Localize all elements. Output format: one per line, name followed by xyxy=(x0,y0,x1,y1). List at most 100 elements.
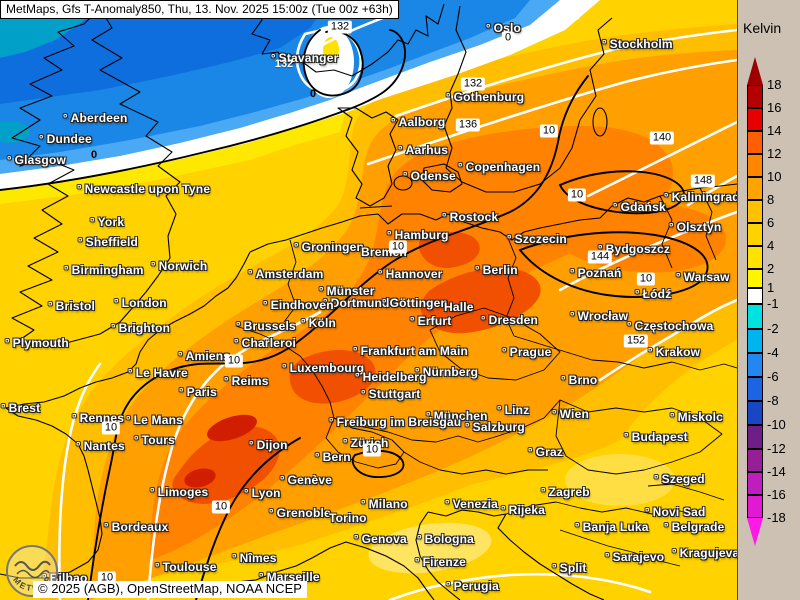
city-label: ° Wien xyxy=(552,407,589,421)
scale-color-box xyxy=(747,108,763,131)
city-marker-icon: ° xyxy=(598,244,603,256)
contour-value-label: 0 xyxy=(309,88,317,100)
scale-color-box xyxy=(747,154,763,177)
city-name: Reims xyxy=(231,374,269,388)
city-name: York xyxy=(97,215,125,229)
scale-color-box xyxy=(747,131,763,154)
city-marker-icon: ° xyxy=(613,202,618,214)
city-marker-icon: ° xyxy=(486,23,491,35)
city-name: Norwich xyxy=(158,259,208,273)
scale-unit-label: Kelvin xyxy=(743,20,782,36)
contour-value-label: 0 xyxy=(501,31,515,45)
city-marker-icon: ° xyxy=(323,298,328,310)
city-marker-icon: ° xyxy=(7,155,12,167)
city-name: Brighton xyxy=(118,321,171,335)
city-label: ° Odense xyxy=(403,169,456,183)
city-marker-icon: ° xyxy=(104,522,109,534)
scale-color-box xyxy=(747,177,763,200)
city-name: Miskolc xyxy=(677,410,724,424)
city-marker-icon: ° xyxy=(605,552,610,564)
scale-tick-label: -8 xyxy=(767,393,779,408)
city-marker-icon: ° xyxy=(64,265,69,277)
city-label: ° Brussels xyxy=(236,319,296,333)
contour-value-label: 148 xyxy=(690,174,716,188)
city-label: ° Erfurt xyxy=(410,314,451,328)
city-marker-icon: ° xyxy=(426,411,431,423)
city-name: Sarajevo xyxy=(612,550,665,564)
city-label: ° Wrocław xyxy=(570,309,628,323)
city-marker-icon: ° xyxy=(465,422,470,434)
city-name: Linz xyxy=(504,403,530,417)
city-label: ° Genève xyxy=(280,473,332,487)
city-label: ° Groningen xyxy=(294,240,364,254)
city-name: Münster xyxy=(326,284,375,298)
scale-tick-label: -10 xyxy=(767,417,786,432)
scale-color-box xyxy=(747,495,763,518)
contour-value-label: 132 xyxy=(460,77,486,91)
city-marker-icon: ° xyxy=(319,286,324,298)
city-name: Heidelberg xyxy=(362,370,427,384)
city-label: ° Gdańsk xyxy=(613,200,666,214)
city-label: ° Nantes xyxy=(76,439,125,453)
city-marker-icon: ° xyxy=(570,268,575,280)
city-label: °Bydgoszcz xyxy=(598,242,670,256)
city-name: Stuttgart xyxy=(368,387,421,401)
scale-color-box xyxy=(747,223,763,246)
city-marker-icon: ° xyxy=(378,269,383,281)
city-label: °Kragujevac xyxy=(672,546,737,560)
city-label: ° Glasgow xyxy=(7,153,66,167)
city-label: ° Dijon xyxy=(249,438,288,452)
city-marker-icon: ° xyxy=(446,92,451,104)
city-marker-icon: ° xyxy=(77,184,82,196)
city-name: Bristol xyxy=(55,299,96,313)
city-name: Köln xyxy=(308,316,337,330)
city-marker-icon: ° xyxy=(271,53,276,65)
city-label: ° Heidelberg xyxy=(355,370,427,384)
credit-text: © 2025 (AGB), OpenStreetMap, NOAA NCEP xyxy=(38,581,302,596)
map-title-bar: MetMaps, Gfs T-Anomaly850, Thu, 13. Nov.… xyxy=(0,0,399,19)
city-marker-icon: ° xyxy=(445,499,450,511)
city-marker-icon: ° xyxy=(114,298,119,310)
city-marker-icon: ° xyxy=(415,557,420,569)
city-marker-icon: ° xyxy=(654,474,659,486)
city-name: Glasgow xyxy=(14,153,67,167)
city-label: ° Linz xyxy=(497,403,529,417)
city-label: ° Norwich xyxy=(151,259,207,273)
contour-value-label: 10 xyxy=(388,240,408,254)
city-name: Brussels xyxy=(243,319,296,333)
city-label: ° Belgrade xyxy=(664,520,725,534)
city-label: ° Limoges xyxy=(150,485,208,499)
city-label: ° Newcastle upon Tyne xyxy=(77,182,210,196)
city-name: Grenoble xyxy=(276,506,331,520)
city-label: ° Szeged xyxy=(654,472,705,486)
city-name: Dortmund xyxy=(330,296,390,310)
city-name: Brest xyxy=(8,401,41,415)
city-name: Genève xyxy=(287,473,333,487)
city-marker-icon: ° xyxy=(552,563,557,575)
city-marker-icon: ° xyxy=(128,368,133,380)
city-name: Limoges xyxy=(157,485,209,499)
city-marker-icon: ° xyxy=(669,222,674,234)
city-marker-icon: ° xyxy=(672,548,677,560)
city-marker-icon: ° xyxy=(355,372,360,384)
contour-value-label: 10 xyxy=(567,188,587,202)
city-marker-icon: ° xyxy=(361,389,366,401)
anomaly-contours xyxy=(0,29,709,600)
scale-tick-label: 14 xyxy=(767,123,782,138)
scale-tick-label: -1 xyxy=(767,296,779,311)
scale-tick-label: 16 xyxy=(767,100,782,115)
city-marker-icon: ° xyxy=(155,562,160,574)
contour-value-label: 144 xyxy=(587,250,613,264)
city-label: ° Bordeaux xyxy=(104,520,169,534)
color-scale-panel: Kelvin 18 16 14 12 10 8 6 4 2 1 -1 -2 -4 -6 -8 -10 -12 -1… xyxy=(737,0,800,600)
city-marker-icon: ° xyxy=(442,212,447,224)
city-label: ° Rostock xyxy=(442,210,498,224)
city-marker-icon: ° xyxy=(1,403,6,415)
city-name: Aarhus xyxy=(405,143,449,157)
city-name: Le Havre xyxy=(135,366,188,380)
city-name: Dundee xyxy=(46,132,92,146)
city-label: ° Aalborg xyxy=(391,115,445,129)
city-label: ° Sheffield xyxy=(78,235,138,249)
city-marker-icon: ° xyxy=(249,440,254,452)
city-marker-icon: ° xyxy=(664,522,669,534)
